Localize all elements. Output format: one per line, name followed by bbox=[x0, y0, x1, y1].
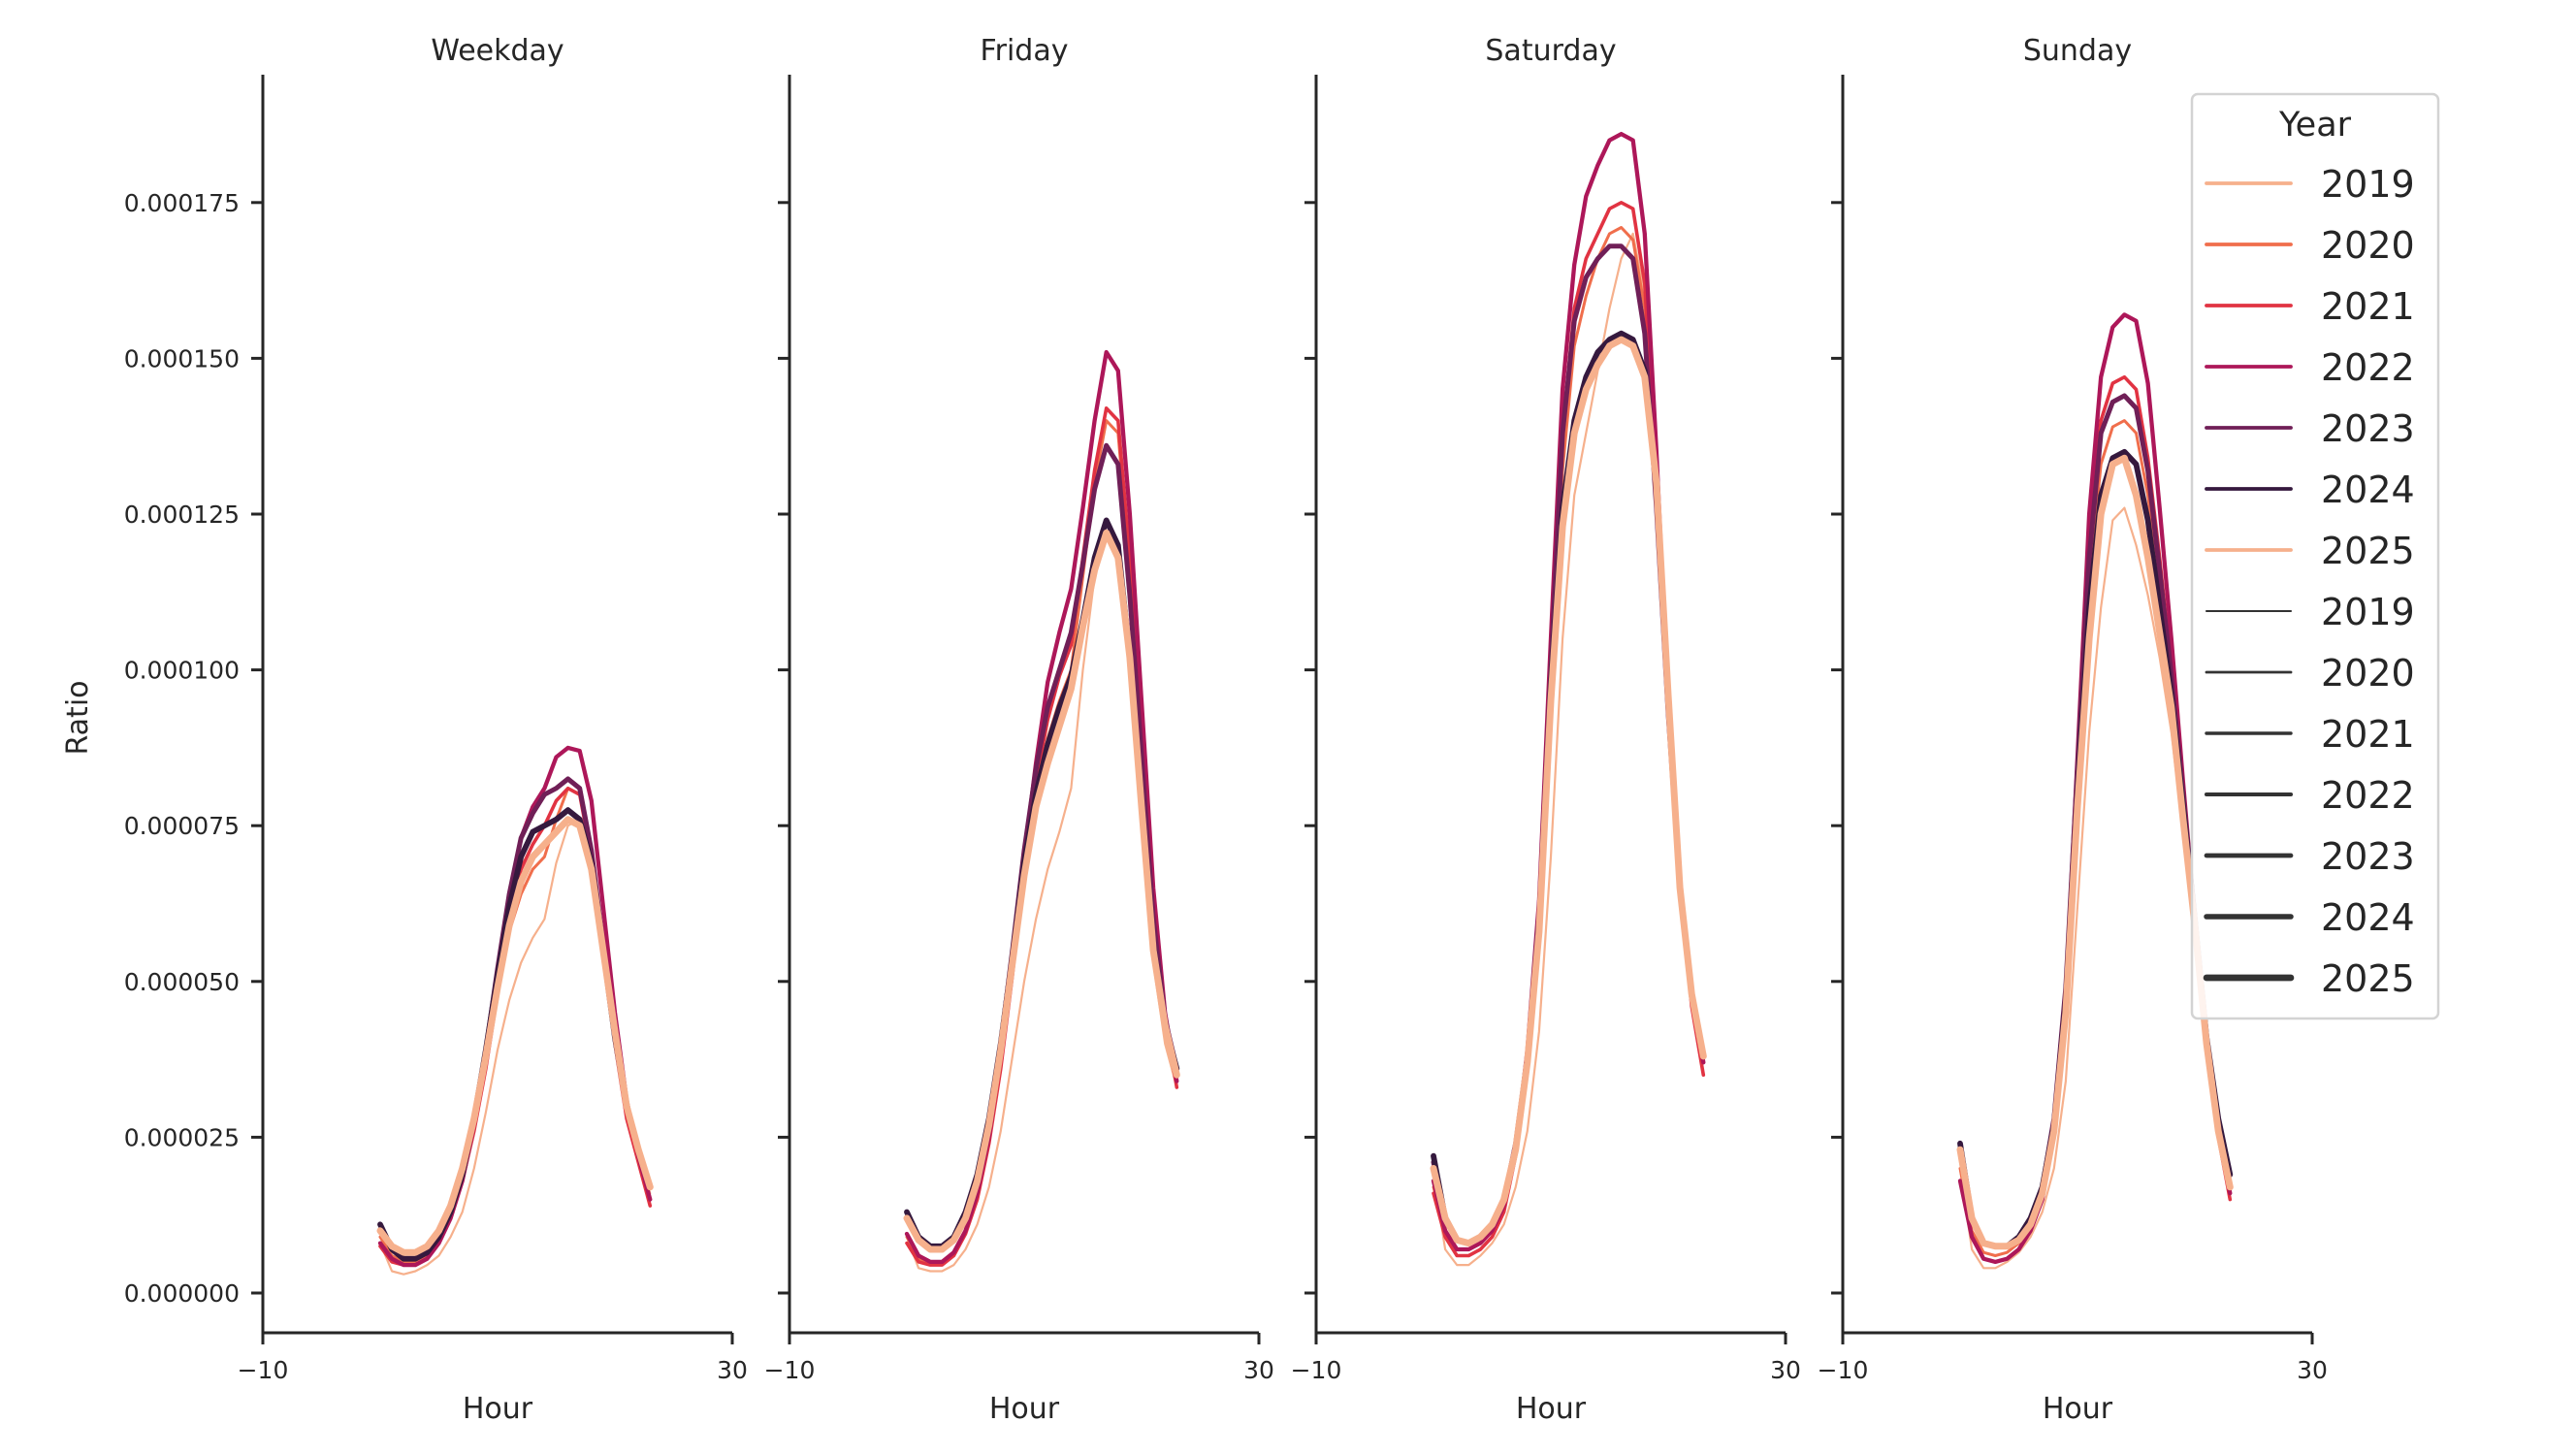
legend-label: 2023 bbox=[2321, 407, 2415, 450]
legend-label: 2022 bbox=[2321, 774, 2415, 817]
series-line-2020 bbox=[905, 419, 1178, 1264]
y-tick-label: 0.000000 bbox=[124, 1279, 240, 1308]
panel-sunday: Sunday −10 30 Hour bbox=[1818, 34, 2328, 1426]
legend-label: 2021 bbox=[2321, 713, 2415, 756]
y-tick-label: 0.000175 bbox=[124, 189, 240, 217]
panel-saturday: Saturday −10 30 Hour bbox=[1291, 34, 1801, 1426]
legend-box bbox=[2190, 92, 2440, 1020]
legend-label: 2020 bbox=[2321, 224, 2415, 267]
x-tick-label: −10 bbox=[764, 1356, 816, 1384]
series-line-2022 bbox=[904, 349, 1179, 1265]
legend: Year 2019 2020 2021 2022 2023 2024 2025 2019 2020… bbox=[2190, 92, 2440, 1020]
legend-label: 2025 bbox=[2321, 957, 2415, 1000]
panel-title: Weekday bbox=[431, 34, 564, 68]
y-tick-label: 0.000150 bbox=[124, 344, 240, 372]
y-tick-label: 0.000050 bbox=[124, 968, 240, 996]
x-axis-label: Hour bbox=[1516, 1392, 1587, 1426]
x-tick-label: −10 bbox=[1291, 1356, 1342, 1384]
series-line-2021 bbox=[905, 405, 1179, 1267]
series-line-2022 bbox=[1957, 312, 2233, 1265]
panel-weekday: Weekday 0.000000 0.000025 0.000050 0.000075 0… bbox=[124, 34, 748, 1426]
series-line-2023 bbox=[1431, 243, 1706, 1246]
legend-label: 2024 bbox=[2321, 469, 2415, 511]
legend-label: 2019 bbox=[2321, 163, 2415, 206]
series-line-2023 bbox=[904, 442, 1179, 1249]
legend-label: 2021 bbox=[2321, 285, 2415, 328]
legend-label: 2022 bbox=[2321, 346, 2415, 389]
panel-title: Sunday bbox=[2023, 34, 2132, 68]
y-axis-label: Ratio bbox=[61, 680, 95, 755]
y-tick-label: 0.000025 bbox=[124, 1123, 240, 1151]
legend-label: 2020 bbox=[2321, 652, 2415, 695]
series-line-2025 bbox=[903, 529, 1180, 1253]
legend-label: 2019 bbox=[2321, 591, 2415, 633]
y-tick-label: 0.000125 bbox=[124, 501, 240, 529]
x-axis-label: Hour bbox=[989, 1392, 1060, 1426]
x-tick-label: 30 bbox=[717, 1356, 748, 1384]
x-tick-label: −10 bbox=[1818, 1356, 1869, 1384]
x-axis-label: Hour bbox=[2043, 1392, 2113, 1426]
series-line-2025 bbox=[1956, 454, 2234, 1250]
series-line-2022 bbox=[1431, 131, 1706, 1252]
panel-friday: Friday −10 30 Hour bbox=[764, 34, 1274, 1426]
legend-label: 2023 bbox=[2321, 835, 2415, 878]
legend-label: 2024 bbox=[2321, 896, 2415, 939]
x-tick-label: 30 bbox=[1243, 1356, 1274, 1384]
x-axis-label: Hour bbox=[463, 1392, 533, 1426]
series-line-2025 bbox=[376, 816, 654, 1256]
y-tick-label: 0.000075 bbox=[124, 812, 240, 840]
series-line-2024 bbox=[377, 807, 654, 1262]
legend-label: 2025 bbox=[2321, 530, 2415, 572]
y-tick-label: 0.000100 bbox=[124, 657, 240, 685]
x-tick-label: 30 bbox=[1770, 1356, 1801, 1384]
x-tick-label: −10 bbox=[238, 1356, 289, 1384]
panel-title: Saturday bbox=[1485, 34, 1616, 68]
x-tick-label: 30 bbox=[2297, 1356, 2328, 1384]
series-line-2025 bbox=[1430, 336, 1707, 1247]
legend-title: Year bbox=[2278, 106, 2352, 145]
panel-title: Friday bbox=[981, 34, 1069, 68]
